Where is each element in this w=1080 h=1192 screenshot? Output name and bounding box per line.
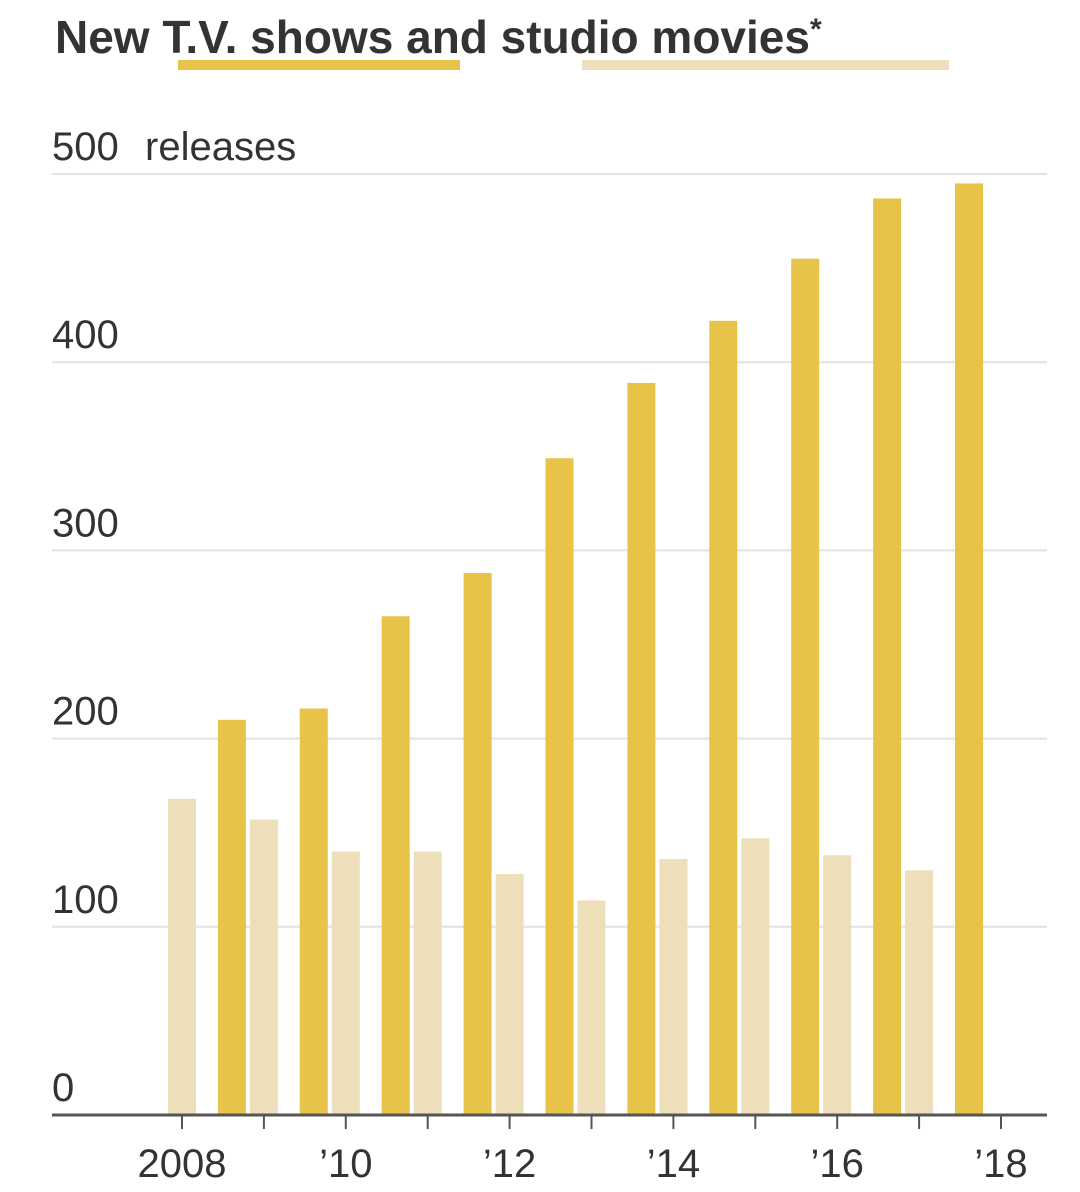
bar-tv-shows-2010 [299, 708, 328, 1115]
bar-studio-movies-2015 [741, 838, 770, 1115]
bar-tv-shows-2011 [381, 616, 410, 1115]
y-axis-unit-label: releases [145, 125, 296, 169]
bar-tv-shows-2016 [791, 258, 820, 1115]
x-tick-labels: 2008 ’10 ’12 ’14 ’16 ’18 [138, 1142, 1028, 1186]
bar-tv-shows-2017 [873, 198, 902, 1115]
bar-studio-movies-2014 [659, 859, 688, 1115]
x-tick-label-2016: ’16 [811, 1142, 864, 1186]
bar-studio-movies-2013 [577, 900, 606, 1115]
title-series-movies: studio movies [501, 11, 810, 63]
x-tick-label-2008: 2008 [138, 1142, 227, 1186]
bar-tv-shows-2018 [955, 183, 983, 1115]
title-series-tv: T.V. shows [162, 11, 393, 63]
bar-tv-shows-2012 [463, 572, 492, 1115]
x-tick-label-2018: ’18 [974, 1142, 1027, 1186]
x-tick-label-2010: ’10 [319, 1142, 372, 1186]
bar-tv-shows-2013 [545, 458, 574, 1115]
y-tick-label-400: 400 [52, 313, 119, 357]
legend-underline-studio-movies [582, 60, 949, 70]
chart-title: New T.V. shows and studio movies* [55, 11, 822, 63]
bar-studio-movies-2017 [905, 870, 934, 1115]
bar-tv-shows-2009 [217, 719, 246, 1115]
y-tick-label-0: 0 [52, 1066, 74, 1110]
bars [168, 183, 983, 1116]
bar-tv-shows-2015 [709, 320, 738, 1115]
y-tick-label-300: 300 [52, 501, 119, 545]
title-middle: and [393, 11, 500, 63]
title-asterisk: * [810, 13, 822, 46]
y-tick-labels: 0 100 200 300 400 500 [52, 125, 119, 1110]
x-tick-label-2012: ’12 [483, 1142, 536, 1186]
bar-studio-movies-2012 [495, 874, 524, 1115]
bar-studio-movies-2010 [331, 851, 360, 1115]
y-tick-label-100: 100 [52, 878, 119, 922]
y-tick-label-500: 500 [52, 125, 119, 169]
x-axis [52, 1113, 1047, 1129]
bar-studio-movies-2008 [168, 798, 196, 1115]
bar-tv-shows-2014 [627, 382, 656, 1116]
bar-studio-movies-2009 [249, 819, 278, 1115]
legend-underline-tv-shows [178, 60, 460, 70]
x-tick-label-2014: ’14 [647, 1142, 700, 1186]
bar-studio-movies-2016 [823, 855, 852, 1115]
title-prefix: New [55, 11, 162, 63]
bar-studio-movies-2011 [413, 851, 442, 1115]
y-tick-label-200: 200 [52, 690, 119, 734]
